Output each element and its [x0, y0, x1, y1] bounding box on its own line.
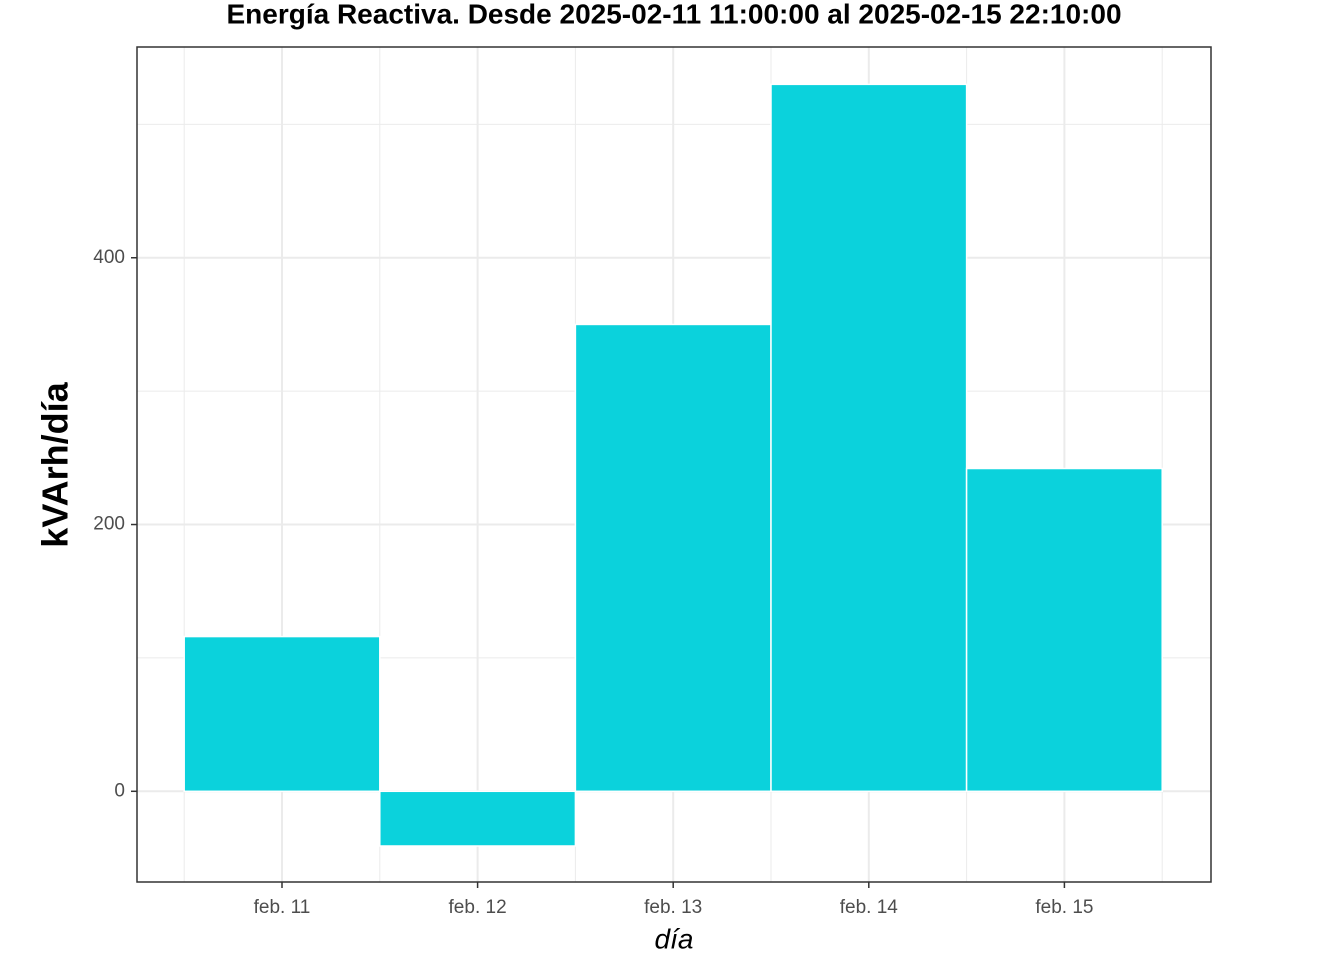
x-tick-label: feb. 14 — [840, 897, 899, 918]
bar — [183, 635, 381, 793]
plot-border — [136, 46, 1212, 883]
x-tick-label: feb. 15 — [1035, 897, 1093, 918]
y-axis-label: kVArh/día — [35, 381, 76, 547]
y-tick-label: 200 — [93, 514, 125, 535]
x-axis-label: día — [655, 923, 694, 954]
chart-title: Energía Reactiva. Desde 2025-02-11 11:00… — [226, 0, 1121, 29]
x-tick-label: feb. 13 — [644, 897, 702, 918]
bar — [770, 83, 968, 793]
bar — [379, 790, 577, 847]
x-tick-label: feb. 12 — [449, 897, 507, 918]
x-tick-label: feb. 11 — [254, 897, 311, 918]
bar — [965, 467, 1163, 793]
bar — [574, 323, 772, 793]
y-tick-label: 0 — [114, 780, 125, 801]
y-tick-label: 400 — [93, 247, 125, 268]
